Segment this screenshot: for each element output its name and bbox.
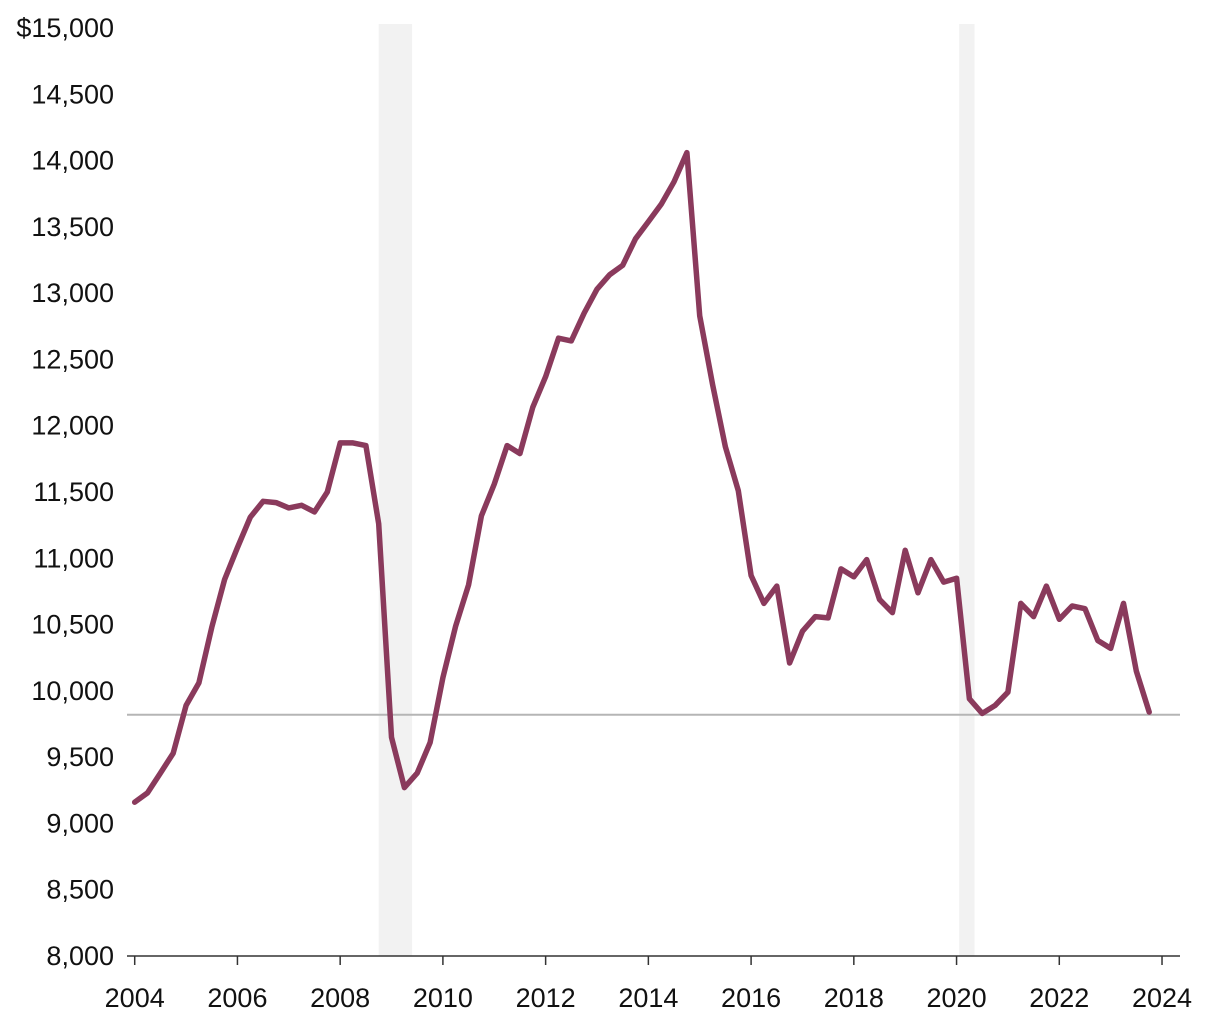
y-tick-label: 13,000 — [31, 278, 114, 308]
y-tick-label: 9,000 — [46, 808, 114, 838]
x-tick-label: 2024 — [1132, 983, 1192, 1013]
y-tick-label: 11,500 — [33, 477, 114, 507]
x-axis-ticks: 2004 2006 2008 2010 2012 2014 2016 2018 2020 2022… — [105, 956, 1192, 1013]
y-tick-label: 12,500 — [31, 344, 114, 374]
y-tick-label: 13,500 — [31, 212, 114, 242]
x-tick-label: 2008 — [310, 983, 370, 1013]
y-tick-label: 8,500 — [46, 875, 114, 905]
x-tick-label: 2020 — [927, 983, 987, 1013]
x-tick-label: 2006 — [207, 983, 267, 1013]
y-tick-label: 14,500 — [31, 79, 114, 109]
y-tick-label: 10,500 — [31, 610, 114, 640]
x-tick-label: 2016 — [721, 983, 781, 1013]
y-tick-label: 11,000 — [33, 543, 114, 573]
y-tick-label: 12,000 — [31, 411, 114, 441]
x-tick-label: 2012 — [516, 983, 576, 1013]
y-tick-label: 8,000 — [46, 941, 114, 971]
x-tick-label: 2014 — [618, 983, 678, 1013]
recession-band-1 — [378, 24, 413, 956]
y-tick-label: 10,000 — [31, 676, 114, 706]
y-tick-label: 9,500 — [46, 742, 114, 772]
series-group — [131, 149, 1152, 805]
x-tick-label: 2004 — [105, 983, 165, 1013]
recession-band-2 — [959, 24, 975, 956]
series-line-1 — [131, 149, 1152, 805]
x-tick-label: 2022 — [1029, 983, 1089, 1013]
y-axis-ticks: $15,000 14,500 14,000 13,500 13,000 12,500 12,… — [16, 13, 114, 971]
y-tick-label: $15,000 — [16, 13, 114, 43]
x-tick-label: 2010 — [413, 983, 473, 1013]
recession-bands — [378, 24, 975, 956]
y-tick-label: 14,000 — [31, 146, 114, 176]
x-tick-label: 2018 — [824, 983, 884, 1013]
